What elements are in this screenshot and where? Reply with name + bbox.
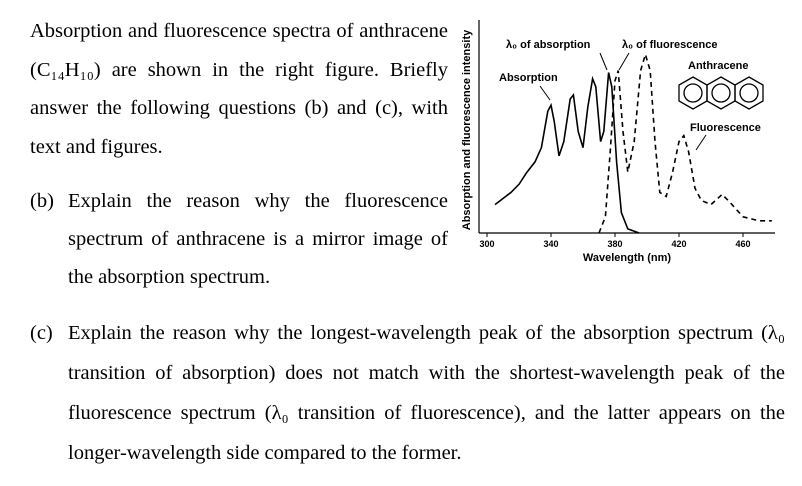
annotation: λ₀ of absorption [506, 39, 591, 51]
question-text: Explain the reason why the longest-wavel… [68, 322, 785, 464]
arrows [539, 52, 707, 151]
anthracene-structure [678, 76, 764, 110]
question-text: Explain the reason why the fluorescence … [68, 190, 448, 288]
annotation: Absorption [499, 72, 558, 84]
question-label: (c) [30, 322, 53, 344]
question-label: (b) [30, 190, 54, 212]
x-tick-label: 300 [479, 239, 494, 249]
x-tick-label: 420 [671, 239, 686, 249]
chart: Absorption and fluorescence intensity Wa… [461, 20, 775, 264]
annotation: λ₀ of fluorescence [622, 39, 717, 51]
y-axis-label: Absorption and fluorescence intensity [461, 29, 473, 230]
series-line [494, 72, 640, 234]
x-tick-label: 340 [543, 239, 558, 249]
intro-text: Absorption and fluorescence spectra of a… [30, 20, 448, 158]
annotation: Fluorescence [690, 122, 761, 134]
annotation: Anthracene [688, 60, 749, 72]
x-tick-label: 380 [607, 239, 622, 249]
series-line [598, 51, 772, 234]
x-tick-label: 460 [735, 239, 750, 249]
x-axis-label: Wavelength (nm) [583, 252, 672, 264]
